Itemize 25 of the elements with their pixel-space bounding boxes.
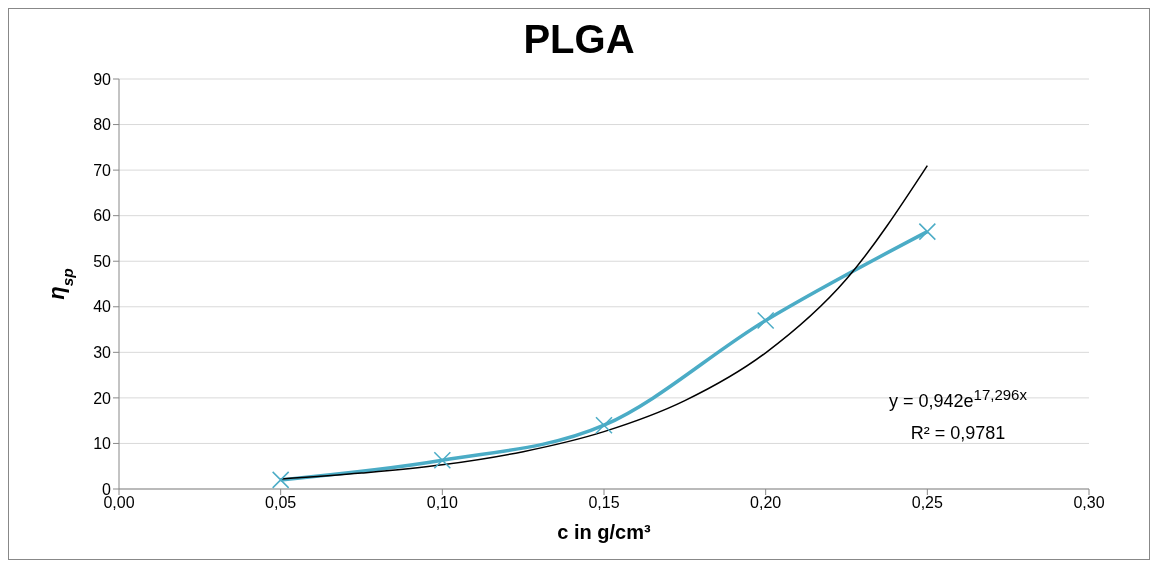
annotation: y = 0,942e$^{17,296x}$ — [889, 385, 1027, 413]
y-tick-label: 80 — [93, 116, 112, 134]
chart-title: PLGA — [522, 17, 636, 62]
x-axis-title: c in g/cm³ — [557, 521, 652, 543]
x-tick-label: 0,25 — [911, 494, 944, 512]
x-tick-label: 0,05 — [265, 494, 297, 512]
x-tick-label: 0,20 — [750, 494, 782, 512]
y-tick-label: 70 — [93, 161, 112, 179]
y-tick-label: 20 — [93, 389, 112, 407]
point — [271, 471, 290, 489]
y-tick-label: 50 — [93, 252, 112, 270]
y-tick-label: 10 — [93, 435, 112, 453]
x-tick-label: 0,10 — [426, 494, 459, 512]
x-tick-label: 0,15 — [588, 494, 620, 512]
y-tick-label: 60 — [93, 207, 112, 225]
point — [918, 222, 937, 241]
x-tick-label: 0,00 — [103, 494, 135, 512]
y-tick-label: 90 — [93, 70, 112, 88]
y-tick-label: 40 — [93, 298, 112, 316]
y-tick-label: 30 — [93, 344, 112, 362]
point — [756, 311, 775, 330]
point — [433, 451, 452, 470]
annotation: R² = 0,9781 — [909, 422, 1007, 445]
point — [595, 416, 613, 434]
x-tick-label: 0,30 — [1073, 494, 1105, 512]
